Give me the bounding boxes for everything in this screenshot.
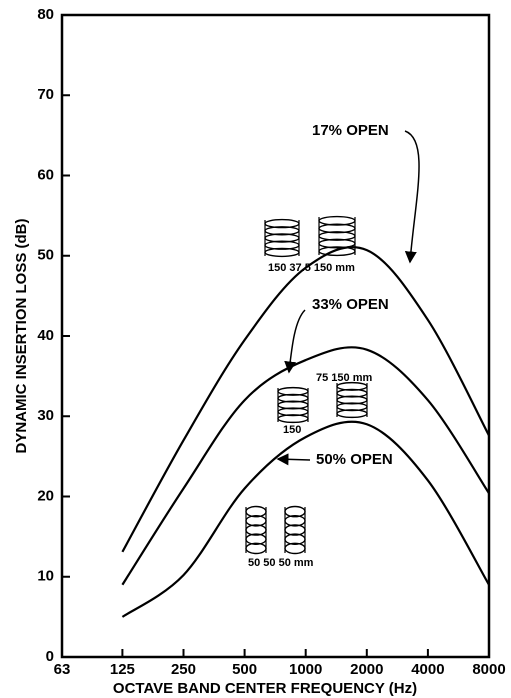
y-tick-label: 60 bbox=[37, 166, 54, 183]
annotation: 75 150 mm bbox=[316, 372, 372, 384]
y-tick-label: 80 bbox=[37, 6, 54, 23]
x-tick-label: 8000 bbox=[472, 661, 505, 678]
x-tick-label: 4000 bbox=[411, 661, 444, 678]
series-label: 33% OPEN bbox=[312, 296, 389, 313]
line bbox=[121, 246, 490, 553]
line bbox=[121, 346, 490, 586]
y-tick-label: 10 bbox=[37, 568, 54, 585]
x-tick-label: 125 bbox=[110, 661, 135, 678]
x-tick-label: 500 bbox=[232, 661, 257, 678]
y-tick-label: 40 bbox=[37, 327, 54, 344]
y-axis-label: DYNAMIC INSERTION LOSS (dB) bbox=[13, 218, 30, 453]
annotation: 50 50 50 mm bbox=[248, 557, 314, 569]
y-tick-label: 20 bbox=[37, 487, 54, 504]
y-tick-label: 0 bbox=[46, 648, 54, 665]
arrow bbox=[404, 130, 420, 264]
x-axis-label: OCTAVE BAND CENTER FREQUENCY (Hz) bbox=[113, 680, 417, 697]
x-tick-label: 63 bbox=[54, 661, 71, 678]
mesh-icons bbox=[245, 215, 368, 555]
annotation: 150 bbox=[283, 424, 301, 436]
y-tick-label: 50 bbox=[37, 247, 54, 264]
y-tick-label: 70 bbox=[37, 86, 54, 103]
y-tick-label: 30 bbox=[37, 407, 54, 424]
series-label: 17% OPEN bbox=[312, 122, 389, 139]
arrow bbox=[276, 453, 311, 466]
series-label: 50% OPEN bbox=[316, 451, 393, 468]
annotation: 150 37.5 150 mm bbox=[268, 262, 355, 274]
line bbox=[121, 420, 490, 618]
x-tick-label: 2000 bbox=[350, 661, 383, 678]
arrow bbox=[284, 309, 306, 374]
x-tick-label: 1000 bbox=[289, 661, 322, 678]
x-tick-label: 250 bbox=[171, 661, 196, 678]
